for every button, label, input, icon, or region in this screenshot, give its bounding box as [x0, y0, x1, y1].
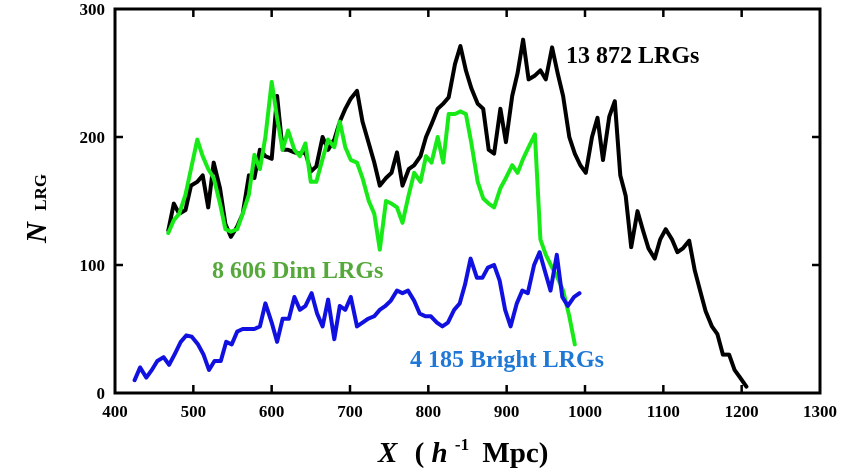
x-tick-label-900: 900	[494, 402, 520, 421]
x-tick-label-400: 400	[102, 402, 128, 421]
series-line-total	[166, 37, 749, 389]
x-tick-label-1300: 1300	[803, 402, 837, 421]
x-axis-title: X ( h -1 Mpc)	[377, 425, 548, 469]
series-lines	[132, 37, 749, 389]
x-axis-title-main: X	[377, 437, 398, 469]
y-tick-label-0: 0	[97, 384, 106, 403]
x-tick-label-1200: 1200	[725, 402, 759, 421]
x-tick-label-500: 500	[181, 402, 207, 421]
x-tick-label-600: 600	[259, 402, 285, 421]
x-axis-title-unit: Mpc)	[482, 437, 548, 469]
label-bright-lrgs: 4 185 Bright LRGs	[410, 347, 604, 373]
x-axis-title-h: h	[432, 437, 448, 469]
series-line-bright	[132, 250, 582, 383]
series-line-dim	[166, 80, 577, 347]
x-tick-label-800: 800	[416, 402, 442, 421]
x-axis-title-paren: (	[415, 437, 425, 469]
axis-ticks: 400 500 600 700 800 900 1000 1100 1200 1300 0 100 20…	[80, 0, 838, 421]
label-total-lrgs: 13 872 LRGs	[566, 43, 699, 69]
y-axis-title-main: N	[21, 221, 53, 244]
y-tick-label-200: 200	[80, 128, 106, 147]
y-tick-label-300: 300	[80, 0, 106, 19]
y-axis-title-sub: LRG	[31, 174, 50, 211]
y-axis-title: N LRG	[21, 174, 53, 244]
x-tick-label-1000: 1000	[568, 402, 602, 421]
x-tick-label-700: 700	[337, 402, 363, 421]
y-tick-label-100: 100	[80, 256, 106, 275]
plot-frame	[113, 7, 822, 395]
x-axis-title-exp: -1	[455, 435, 469, 454]
x-tick-label-1100: 1100	[647, 402, 680, 421]
label-dim-lrgs: 8 606 Dim LRGs	[212, 258, 383, 284]
